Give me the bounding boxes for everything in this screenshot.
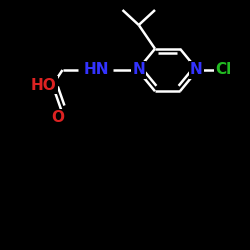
Text: HO: HO <box>31 78 56 92</box>
Text: HN: HN <box>84 62 109 78</box>
Text: Cl: Cl <box>216 62 232 78</box>
Text: N: N <box>190 62 202 78</box>
Text: N: N <box>132 62 145 78</box>
Text: O: O <box>51 110 64 125</box>
